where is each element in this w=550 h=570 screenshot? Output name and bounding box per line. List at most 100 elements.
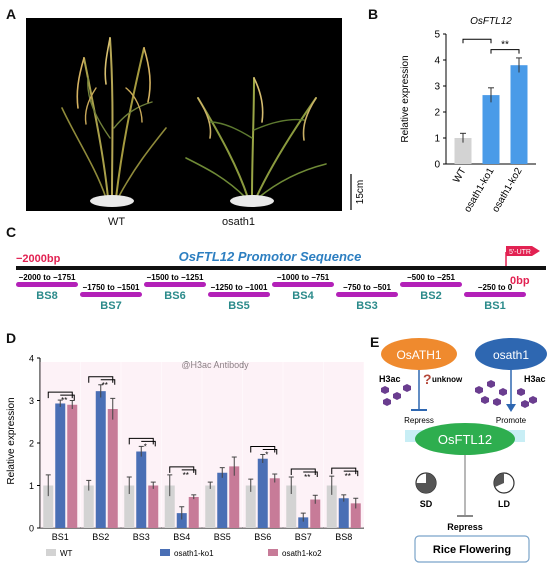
- binding-site-name: BS2: [420, 290, 441, 302]
- wt-plant-image: [61, 37, 167, 199]
- acetyl-marks-left: [381, 384, 411, 406]
- wt-pot: [90, 195, 134, 207]
- binding-site-bar: [144, 282, 206, 287]
- chart-b-sig-bracket: [490, 49, 520, 54]
- outcome-label: Rice Flowering: [433, 544, 511, 556]
- repress-label: Repress: [404, 416, 434, 425]
- chart-d-bar: [269, 478, 280, 528]
- binding-site-range: −1000 to −751: [277, 273, 330, 282]
- chart-d-ytick-label: 1: [29, 481, 34, 491]
- chart-d-ytick-label: 0: [29, 524, 34, 534]
- chart-d-sig-label: **: [61, 396, 67, 405]
- panel-label-c: C: [6, 224, 17, 240]
- chart-b-bar: [482, 95, 500, 164]
- binding-site-range: −750 to −501: [343, 283, 392, 292]
- chart-b-ylabel: Relative expression: [400, 55, 411, 142]
- osath1-mut-label: osath1: [493, 348, 529, 362]
- chart-d-sig-label: **: [102, 381, 108, 390]
- promoter-line: [16, 266, 546, 270]
- binding-site-range: −250 to 0: [478, 283, 513, 292]
- chart-d-legend-swatch: [160, 549, 170, 556]
- chart-d-sig-bracket-inner: [60, 394, 75, 401]
- utr-arrow: [506, 246, 540, 256]
- chart-d-legend-swatch: [268, 549, 278, 556]
- panel-label-b: B: [368, 6, 379, 22]
- chart-d-sig-bracket-inner: [303, 471, 318, 477]
- chart-d-sig-label: *: [144, 442, 147, 451]
- osftl12-label: OsFTL12: [438, 432, 492, 447]
- chart-d-sig-label: *: [265, 450, 268, 459]
- chart-d-bar: [257, 458, 268, 528]
- plant-photo: [26, 18, 342, 211]
- chart-d-ytick-label: 3: [29, 396, 34, 406]
- chart-d-bar: [107, 409, 118, 528]
- binding-site-name: BS4: [292, 290, 314, 302]
- ld-label: LD: [498, 499, 510, 509]
- outcome-box: [414, 535, 530, 563]
- chart-d-bar: [205, 485, 216, 528]
- osftl12-node: [415, 423, 515, 455]
- chart-d-bar: [124, 485, 135, 528]
- chart-d-bar: [217, 472, 228, 528]
- chart-d-sig-label: **: [345, 472, 351, 481]
- binding-site-range: −500 to −251: [407, 273, 456, 282]
- chart-b-ytick-label: 3: [434, 82, 440, 93]
- chart-d-bar: [310, 499, 321, 528]
- chart-b-sig-label: **: [501, 40, 509, 51]
- chart-d-ytick-label: 2: [29, 439, 34, 449]
- chart-d-xtick-label: BS8: [335, 532, 352, 542]
- chart-d-bar: [298, 517, 309, 528]
- chart-b-title: OsFTL12: [470, 16, 512, 27]
- chart-d-bar: [350, 503, 361, 528]
- chart-d-bar: [338, 498, 349, 528]
- chart-b-ytick-label: 5: [434, 30, 440, 41]
- chart-d-bar: [148, 485, 159, 528]
- panel-label-a: A: [6, 6, 17, 22]
- binding-site-range: −2000 to −1751: [19, 273, 76, 282]
- scale-bar-label: 15cm: [355, 180, 366, 204]
- binding-site-name: BS5: [228, 300, 249, 312]
- binding-site-bar: [80, 292, 142, 297]
- chart-d-bar: [95, 391, 106, 528]
- chart-b-ytick-label: 1: [434, 134, 440, 145]
- chart-d-xtick-label: BS2: [92, 532, 109, 542]
- panel-label-e: E: [370, 334, 380, 350]
- chart-d-bar: [43, 485, 54, 528]
- model-diagram: OsATH1 osath1 H3ac H3ac ? unknow Repress…: [379, 338, 547, 563]
- chart-d-sig-bracket-inner: [343, 470, 359, 477]
- binding-site-range: −1750 to −1501: [83, 283, 140, 292]
- scale-bar: 15cm: [347, 172, 369, 217]
- osath1-mut-node: [475, 338, 547, 370]
- binding-site-range: −1500 to −1251: [147, 273, 204, 282]
- osath1-wt-label: OsATH1: [396, 348, 441, 362]
- chart-d-legend-swatch: [46, 549, 56, 556]
- caption-osath1: osath1: [222, 216, 256, 228]
- chart-b-ytick-label: 2: [434, 108, 440, 119]
- promote-label: Promote: [496, 416, 527, 425]
- unknow-label: unknow: [432, 375, 463, 384]
- osath1-pot: [230, 195, 274, 207]
- chart-d-bar: [55, 403, 66, 528]
- chart-d-legend-label: WT: [60, 549, 73, 558]
- chart-d-bar: [83, 485, 94, 528]
- chart-d-bar: [286, 485, 297, 528]
- ld-icon-fill: [494, 473, 504, 487]
- chart-d-bar: [229, 466, 240, 528]
- caption-wt: WT: [108, 216, 126, 228]
- chart-d-sig-bracket-inner: [100, 379, 116, 385]
- chart-d-sig-label: **: [183, 471, 189, 480]
- sd-icon-fill: [416, 473, 436, 493]
- osath1-wt-node: [381, 338, 457, 370]
- h3ac-right-label: H3ac: [524, 374, 546, 384]
- chart-d-bar: [136, 451, 147, 528]
- chart-b-xtick-label: WT: [451, 166, 468, 185]
- chart-d-ylabel: Relative expression: [6, 397, 17, 484]
- chart-d-legend-label: osath1-ko1: [174, 549, 214, 558]
- chart-d-xtick-label: BS1: [52, 532, 69, 542]
- chart-d-sig-bracket-inner: [262, 448, 278, 455]
- repress-bottom-label: Repress: [447, 522, 483, 532]
- chart-b-sig-bracket: [462, 38, 492, 44]
- binding-site-name: BS7: [100, 300, 121, 312]
- chart-b-bar: [510, 65, 528, 164]
